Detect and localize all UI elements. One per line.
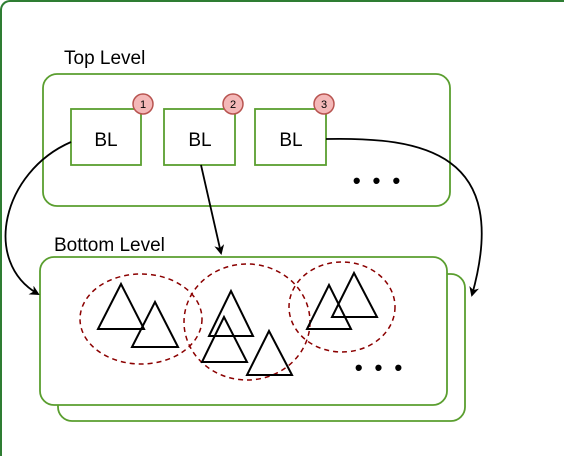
bottom-level-ellipsis: • • • (355, 355, 405, 380)
triangle (207, 288, 255, 337)
cluster-1 (79, 273, 203, 365)
triangle (330, 270, 379, 318)
triangle (305, 282, 353, 330)
top-level-label: Top Level (64, 48, 145, 69)
badge-2 (222, 93, 244, 115)
cluster-1-ellipse (79, 273, 203, 365)
bl-block-3: BL 3 (254, 93, 335, 166)
cluster-3-ellipse (288, 261, 396, 353)
arrow-block-1-to-bottom (4, 141, 72, 295)
triangle (130, 299, 180, 348)
badge-1-label: 1 (140, 99, 146, 111)
badge-2-label: 2 (230, 99, 236, 111)
bl-block-2-label: BL (188, 130, 211, 151)
bl-block-1: BL 1 (70, 93, 154, 166)
arrow-block-2-to-bottom (200, 164, 225, 255)
badge-3 (313, 93, 335, 115)
bl-block-1-label: BL (94, 130, 117, 151)
triangle (96, 281, 146, 330)
cluster-3 (288, 261, 396, 353)
top-level-ellipsis: • • • (353, 168, 403, 193)
arrow-block-3-to-bottom (325, 137, 483, 297)
bl-block-2: BL 2 (163, 93, 244, 166)
bottom-level-container (39, 256, 448, 406)
triangle (200, 314, 249, 363)
badge-1 (132, 93, 154, 115)
bl-block-3-label: BL (279, 130, 302, 151)
triangle (245, 328, 294, 376)
bottom-level-label: Bottom Level (54, 235, 165, 256)
badge-3-label: 3 (321, 99, 327, 111)
